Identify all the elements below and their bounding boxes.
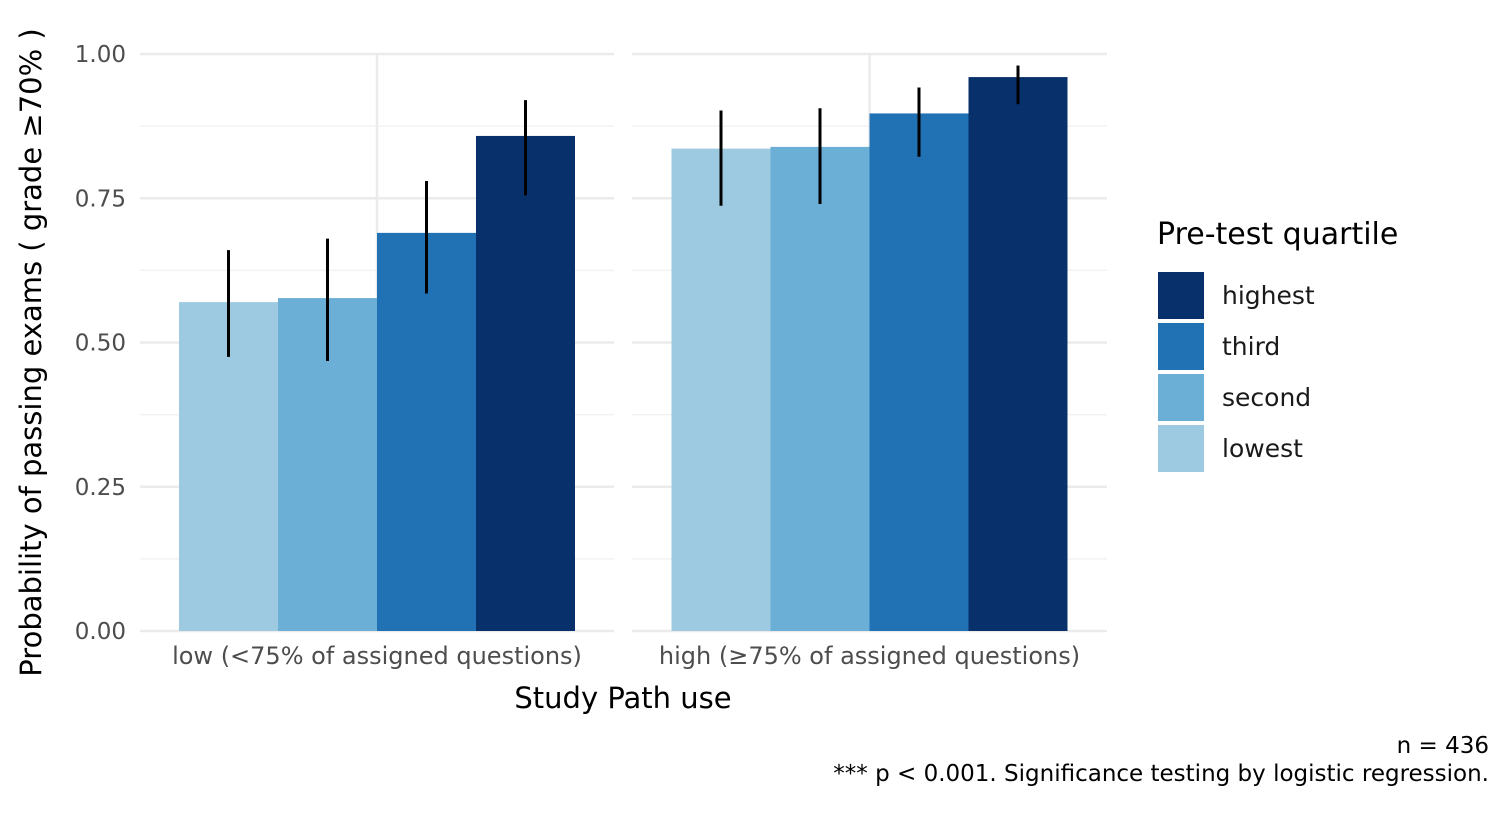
significance-note: *** p < 0.001. Significance testing by l… — [833, 761, 1489, 787]
bar-highest — [968, 77, 1068, 631]
y-axis-title: Probability of passing exams ( grade ≥70… — [14, 28, 48, 676]
legend-label-highest: highest — [1222, 281, 1315, 310]
legend-swatch-third — [1158, 323, 1204, 370]
sample-size-note: n = 436 — [1396, 733, 1489, 759]
bar-highest — [476, 135, 575, 631]
y-tick-label: 0.25 — [75, 475, 126, 501]
legend-swatch-second — [1158, 374, 1204, 421]
x-axis-title: Study Path use — [514, 681, 731, 715]
y-tick-label: 0.75 — [75, 186, 126, 212]
x-tick-label: high (≥75% of assigned questions) — [659, 642, 1080, 670]
legend-label-second: second — [1222, 383, 1311, 412]
bar-third — [377, 232, 476, 631]
x-tick-label: low (<75% of assigned questions) — [172, 642, 582, 670]
legend-swatch-lowest — [1158, 425, 1204, 472]
legend-swatch-highest — [1158, 272, 1204, 319]
bar-third — [869, 113, 969, 631]
caption: n = 436 *** p < 0.001. Significance test… — [833, 732, 1489, 788]
bar-second — [770, 146, 870, 631]
legend-label-third: third — [1222, 332, 1280, 361]
legend-title: Pre-test quartile — [1157, 217, 1398, 252]
legend-label-lowest: lowest — [1222, 434, 1303, 463]
y-tick-label: 0.00 — [75, 619, 126, 645]
y-tick-label: 1.00 — [75, 42, 126, 68]
y-tick-label: 0.50 — [75, 331, 126, 357]
bar-lowest — [671, 148, 771, 632]
